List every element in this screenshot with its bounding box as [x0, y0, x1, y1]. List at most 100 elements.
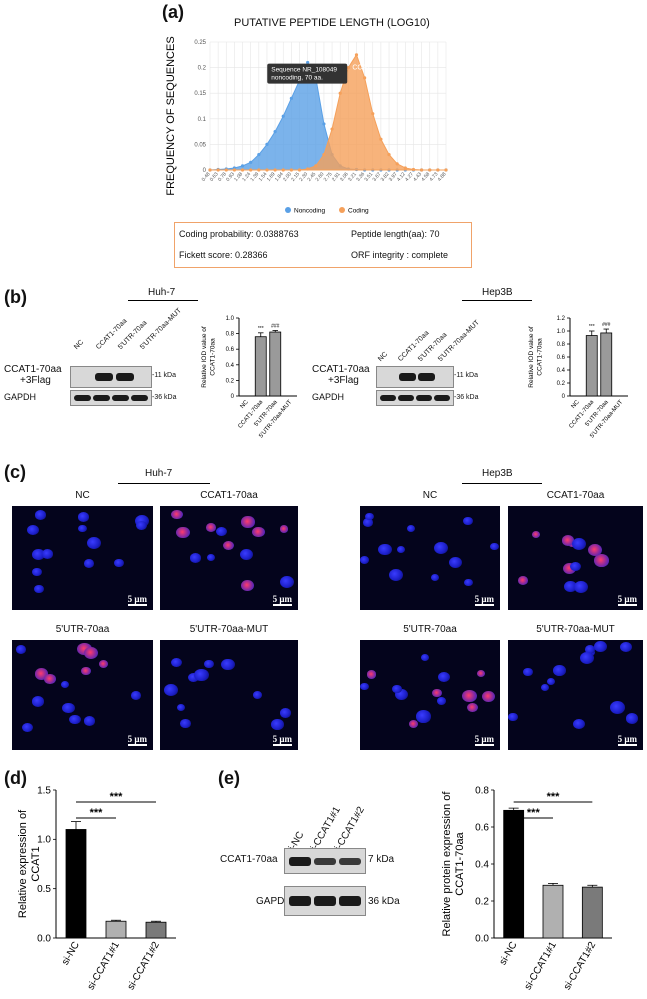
y-tick-label: 0.2	[226, 378, 235, 384]
data-point	[306, 167, 310, 171]
x-tick-label: si-CCAT1#2	[562, 940, 599, 992]
y-tick-label: 0.0	[475, 933, 489, 944]
cell-nucleus	[34, 584, 45, 594]
x-tick-label: 1.54	[258, 171, 269, 182]
band	[112, 395, 129, 401]
data-point	[346, 66, 350, 70]
huh7-group-line	[118, 483, 210, 484]
data-point	[297, 168, 302, 172]
huh7-label: Huh-7	[145, 468, 173, 479]
x-tick-label: 1.69	[266, 171, 277, 182]
x-tick-label: 3.36	[355, 171, 366, 182]
x-tick-label: 2.00	[282, 171, 293, 182]
cell-nucleus	[21, 722, 33, 732]
bar	[585, 335, 598, 397]
cell-nucleus	[44, 674, 56, 684]
x-tick-label: 2.30	[298, 171, 309, 182]
significance-label: ***	[90, 807, 104, 819]
cell-nucleus	[587, 543, 603, 556]
huh7-western-blot: NC CCAT1-70aa 5'UTR-70aa 5'UTR-70aa-MUT …	[0, 300, 220, 410]
data-point	[419, 168, 424, 172]
cell-nucleus	[42, 549, 54, 559]
cell-nucleus	[222, 540, 234, 551]
huh7-group-line	[128, 300, 198, 301]
micrograph: 5 μm	[508, 640, 643, 750]
y-tick-label: 0.4	[557, 368, 566, 374]
x-tick-label: 4.27	[404, 171, 415, 182]
bar	[503, 809, 525, 939]
y-tick-label: 1.5	[37, 785, 51, 796]
cell-nucleus	[391, 684, 402, 694]
x-tick-label: si-CCAT1#1	[523, 940, 560, 992]
blot-row-label: GAPDH	[312, 392, 345, 402]
y-tick-label: 1.2	[557, 316, 566, 322]
data-point	[403, 166, 407, 170]
y-tick-label: 0.2	[557, 381, 566, 387]
panel-d-label: (d)	[4, 768, 27, 788]
cell-nucleus	[253, 691, 263, 699]
x-tick-label: 1.24	[241, 171, 252, 182]
bar	[254, 336, 267, 397]
cell-nucleus	[564, 580, 577, 592]
cell-nucleus	[378, 543, 393, 556]
x-tick-label: NC	[571, 399, 582, 410]
cell-nucleus	[517, 576, 529, 585]
data-point	[338, 91, 342, 95]
cell-nucleus	[609, 700, 625, 714]
data-point	[306, 60, 310, 65]
bar	[542, 884, 564, 939]
y-tick-label: 0.6	[226, 347, 235, 353]
data-point	[322, 122, 326, 126]
x-tick-label: 4.73	[429, 171, 440, 182]
legend-coding-marker	[339, 207, 345, 213]
cell-nucleus	[34, 668, 49, 681]
micrograph-title: 5'UTR-70aa	[55, 624, 110, 635]
hep3b-group-line	[462, 483, 542, 484]
band	[380, 395, 396, 401]
y-axis-label: Relative expression of	[17, 809, 29, 918]
cell-nucleus	[482, 690, 496, 702]
cell-nucleus	[438, 672, 450, 683]
micrograph: 5 μm	[508, 506, 643, 610]
hep3b-label: Hep3B	[482, 468, 513, 479]
cell-nucleus	[189, 553, 202, 564]
cell-nucleus	[31, 696, 45, 708]
significance-label: ***	[527, 807, 541, 819]
band	[131, 395, 148, 401]
data-point	[240, 164, 245, 168]
significance-label: ###	[602, 322, 611, 328]
band	[289, 896, 311, 906]
data-point	[395, 162, 399, 166]
cell-nucleus	[406, 524, 416, 532]
cell-nucleus	[77, 512, 89, 522]
x-tick-label: si-NC	[498, 940, 520, 967]
cell-nucleus	[206, 554, 215, 561]
data-point	[273, 130, 277, 134]
cell-nucleus	[569, 561, 581, 571]
significance-label: ***	[547, 791, 561, 803]
x-tick-label: 3.06	[339, 171, 350, 182]
cell-nucleus	[98, 660, 108, 669]
x-tick-label: si-CCAT1#1	[86, 940, 123, 992]
cell-nucleus	[204, 659, 215, 669]
data-point	[436, 168, 440, 172]
data-point	[208, 168, 212, 172]
micrograph-title: CCAT1-70aa	[200, 490, 258, 501]
data-point	[257, 168, 261, 172]
band	[74, 395, 91, 401]
band	[339, 858, 361, 865]
y-tick-label: 1.0	[557, 329, 566, 335]
band	[93, 395, 110, 401]
x-tick-label: si-CCAT1#2	[126, 940, 163, 992]
y-tick-label: 0.8	[475, 785, 489, 796]
data-point	[428, 168, 432, 172]
significance-label: ***	[589, 324, 595, 330]
y-tick-label: 0.4	[226, 363, 235, 369]
data-point	[240, 168, 245, 172]
legend-noncoding-marker	[285, 207, 291, 213]
y-tick-label: 0.25	[194, 40, 206, 46]
cell-nucleus	[176, 703, 185, 711]
micrograph: 5 μm	[12, 506, 153, 610]
x-tick-label: 4.12	[396, 171, 407, 182]
data-point	[265, 168, 269, 172]
